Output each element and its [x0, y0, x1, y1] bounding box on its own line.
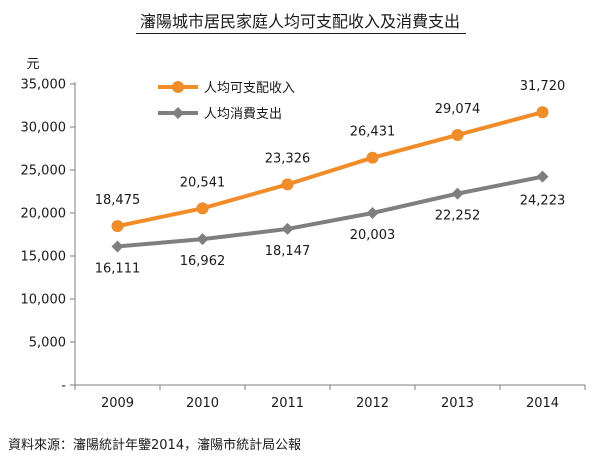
x-tick-label: 2012 [356, 396, 389, 411]
y-tick-label: 5,000 [29, 336, 66, 351]
series-0-point [281, 178, 294, 191]
series-1-data-label: 16,962 [180, 254, 226, 269]
series-1-point [196, 233, 209, 246]
legend-marker-1 [172, 107, 184, 119]
data-labels: 18,475 20,541 23,326 26,431 29,074 31,720 16,1… [95, 79, 566, 276]
series-1-point [536, 170, 549, 183]
series-0-data-label: 20,541 [180, 175, 226, 190]
x-tick-label: 2013 [441, 396, 474, 411]
y-tick-label: 10,000 [21, 293, 67, 308]
series-0-point [196, 202, 209, 215]
series-1-data-label: 20,003 [350, 228, 396, 243]
series-1-point [111, 240, 124, 253]
legend-marker-0 [172, 81, 184, 93]
y-tick-label: 30,000 [21, 121, 67, 136]
source-note: 資料來源：瀋陽統計年鑒2014，瀋陽市統計局公報 [8, 438, 302, 453]
series-0-point [111, 220, 124, 233]
axes: 元 - 5,000 10,000 15,000 20,000 25,000 30,000 35,… [21, 57, 586, 411]
series-1-data-label: 22,252 [435, 209, 481, 224]
y-tick-label: - [61, 379, 66, 394]
y-tick-label: 25,000 [21, 164, 67, 179]
series-1-data-label: 24,223 [520, 194, 566, 209]
series-0-data-label: 23,326 [265, 151, 311, 166]
series-lines [111, 106, 549, 253]
y-tick-label: 15,000 [21, 250, 67, 265]
legend-label-1: 人均消費支出 [204, 107, 282, 122]
chart-title: 瀋陽城市居民家庭人均可支配收入及消費支出 [139, 12, 460, 31]
series-1-point [451, 187, 464, 200]
y-tick-label: 20,000 [21, 207, 67, 222]
x-tick-label: 2010 [186, 396, 219, 411]
series-1-data-label: 18,147 [265, 244, 311, 259]
series-0-point [366, 151, 379, 164]
x-tick-label: 2009 [101, 396, 134, 411]
series-0-point [451, 128, 464, 141]
series-line-0 [117, 110, 544, 229]
y-axis-unit-label: 元 [26, 57, 39, 72]
series-1-point [281, 222, 294, 235]
series-0-data-label: 18,475 [95, 193, 141, 208]
series-0-point [536, 106, 549, 119]
y-tick-label: 35,000 [21, 78, 67, 93]
series-0-data-label: 31,720 [520, 79, 566, 94]
series-0-data-label: 26,431 [350, 125, 396, 140]
title-underline [136, 33, 466, 34]
x-tick-label: 2014 [526, 396, 559, 411]
series-0-data-label: 29,074 [435, 102, 481, 117]
legend-label-0: 人均可支配收入 [204, 81, 295, 96]
series-1-data-label: 16,111 [95, 261, 141, 276]
x-tick-label: 2011 [271, 396, 304, 411]
series-1-point [366, 206, 379, 219]
series-line-1 [117, 174, 543, 249]
